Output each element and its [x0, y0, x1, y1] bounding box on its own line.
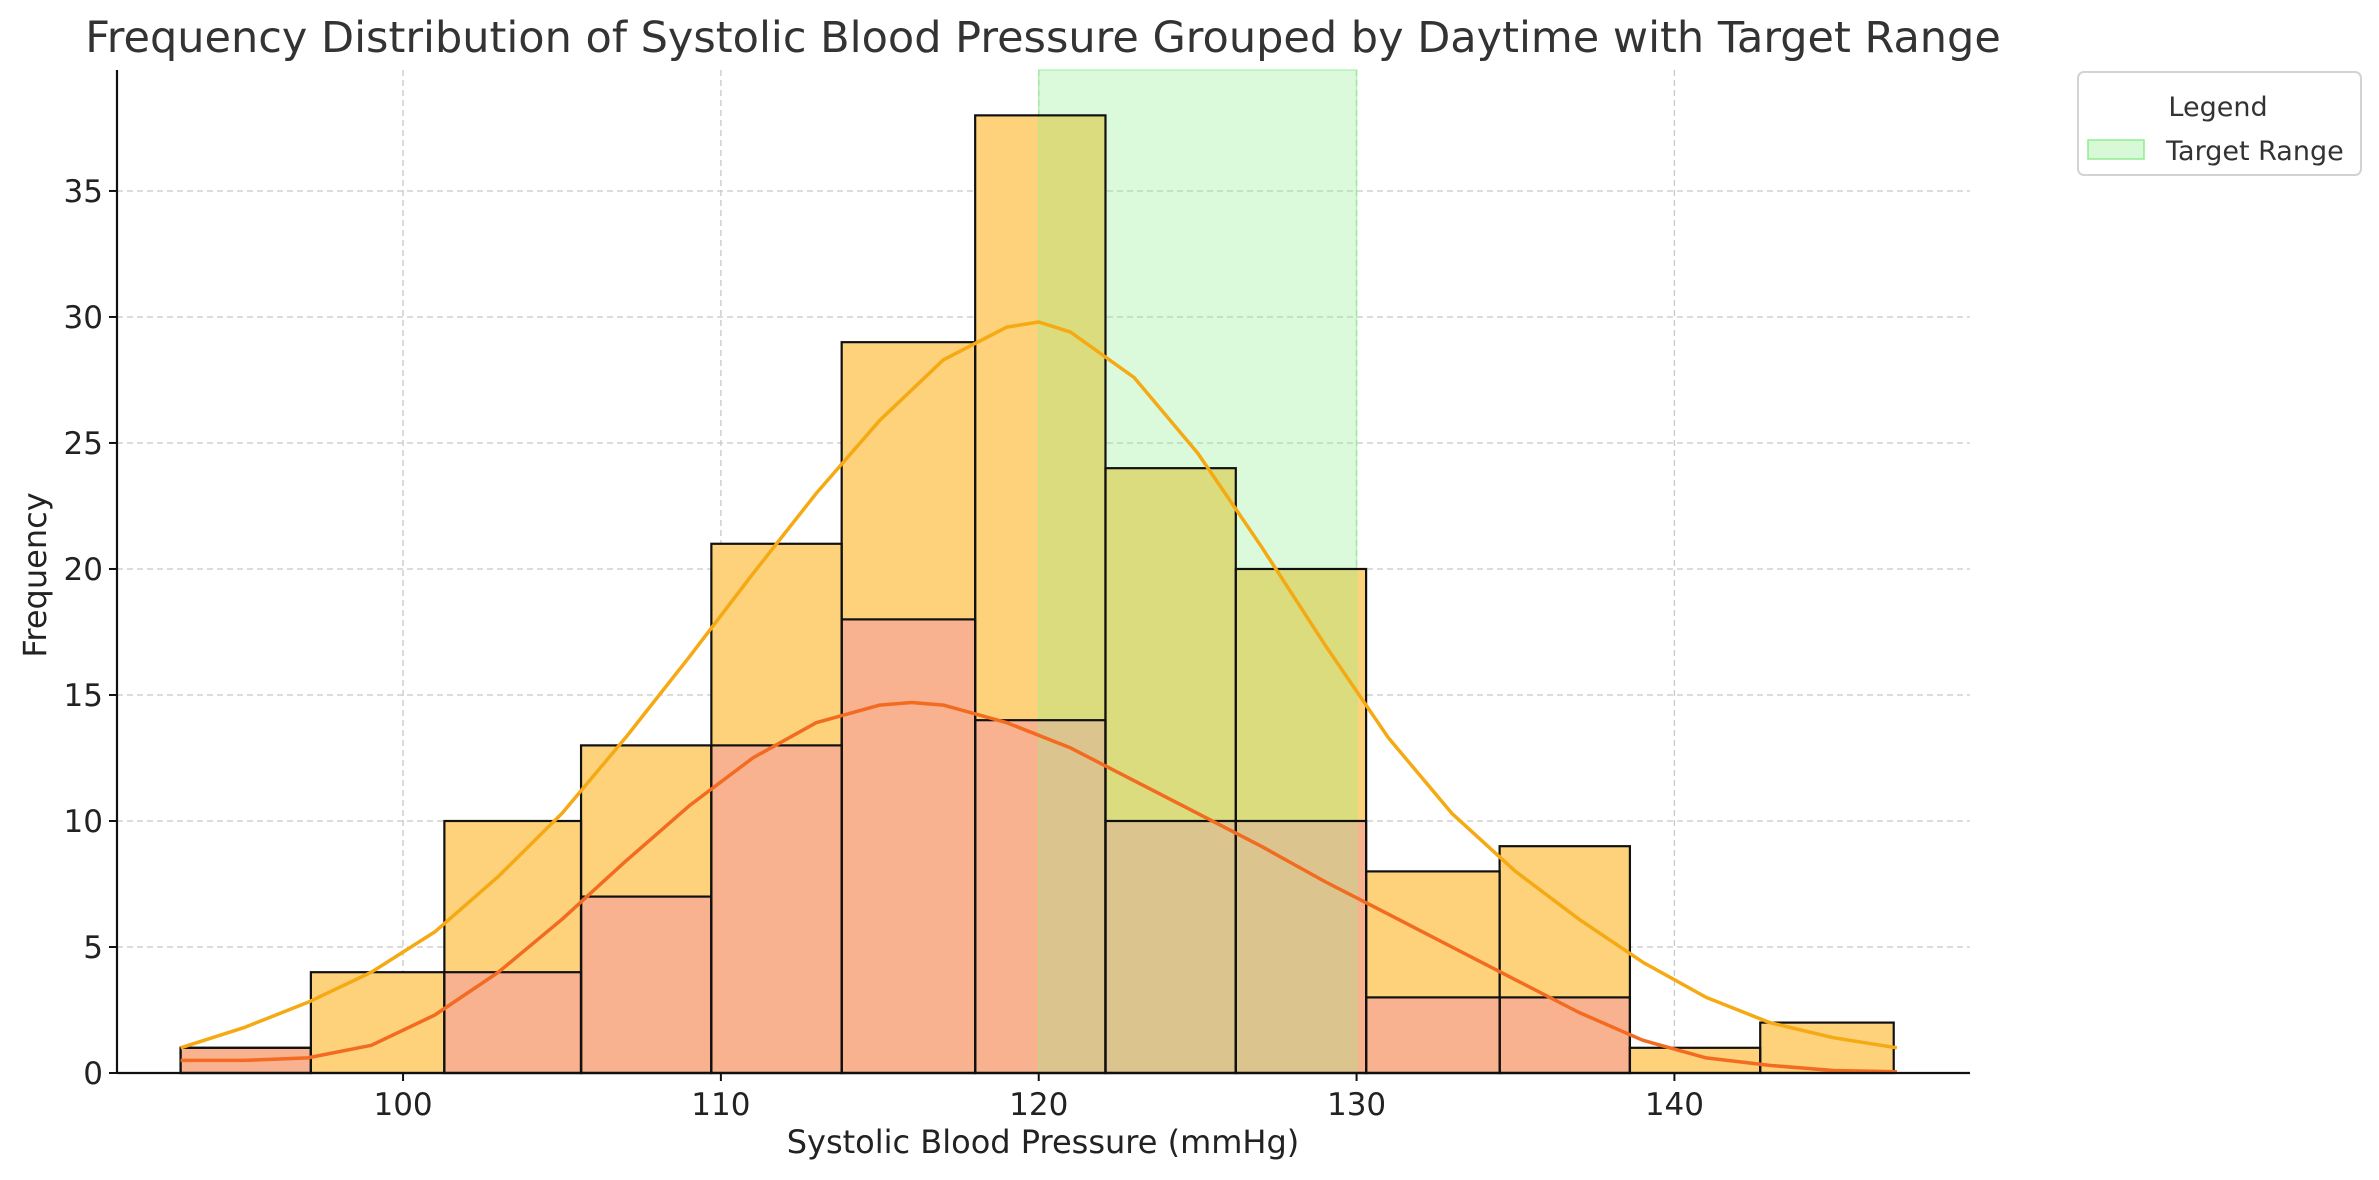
legend-swatch-target-range [2087, 139, 2145, 160]
y-axis-label: Frequency [16, 492, 54, 657]
bar-group2 [711, 745, 842, 1073]
bar-group2 [1366, 997, 1500, 1073]
x-tick-label: 140 [1645, 1087, 1704, 1123]
histogram-bars [179, 69, 1895, 1075]
bar-group2 [444, 972, 582, 1073]
legend-frame [2077, 71, 2362, 176]
kde-curve-2 [180, 700, 1897, 1074]
y-tick-label: 5 [83, 930, 103, 966]
y-tick-label: 25 [64, 426, 103, 462]
legend: Legend Target Range [2077, 71, 2362, 176]
kde-curve-1 [180, 320, 1898, 1050]
y-tick-label: 35 [64, 174, 103, 210]
chart-title: Frequency Distribution of Systolic Blood… [85, 13, 2001, 63]
bar-group2-in-target [1235, 820, 1357, 1073]
tick-labels: 100 110 120 130 140 0 5 10 15 20 25 30 35 [64, 174, 1704, 1123]
x-tick-label: 120 [1009, 1087, 1068, 1123]
y-tick-label: 20 [64, 552, 103, 588]
y-tick-label: 0 [83, 1056, 103, 1092]
bar-group1 [310, 972, 445, 1073]
x-tick-label: 130 [1327, 1087, 1386, 1123]
x-tick-label: 110 [691, 1087, 750, 1123]
x-tick-label: 100 [373, 1087, 432, 1123]
bar-group2 [1499, 997, 1630, 1073]
y-tick-label: 15 [64, 678, 103, 714]
x-axis-label: Systolic Blood Pressure (mmHg) [787, 1123, 1300, 1161]
legend-label-target-range: Target Range [2165, 136, 2344, 167]
bar-group2 [841, 619, 976, 1073]
axes [109, 70, 1970, 1081]
bar-group2-in-target [1038, 720, 1106, 1073]
y-tick-label: 30 [64, 300, 103, 336]
bar-group2-in-target [1105, 820, 1236, 1073]
legend-title: Legend [2168, 92, 2267, 123]
bar-group2 [581, 896, 712, 1073]
kde-curves [180, 320, 1898, 1074]
bar-group1 [1760, 1022, 1894, 1073]
y-tick-label: 10 [64, 804, 103, 840]
